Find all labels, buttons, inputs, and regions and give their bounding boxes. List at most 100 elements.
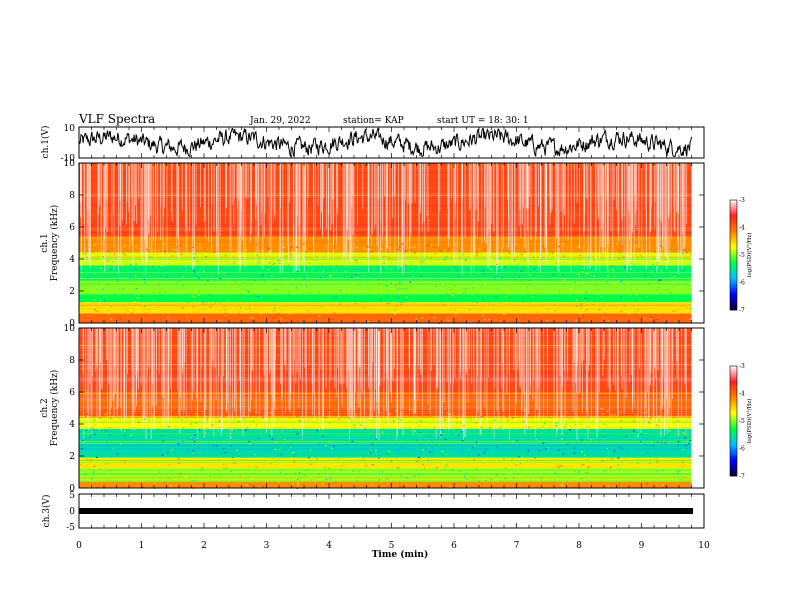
spectrogram-streak (162, 163, 164, 267)
spectrogram-speckle (669, 270, 672, 272)
spectrogram-streak (269, 328, 270, 374)
spectrogram-streak (181, 163, 183, 212)
spectrogram-streak (486, 328, 488, 426)
spectrogram-streak (602, 163, 603, 254)
spectrogram-speckle (424, 427, 426, 429)
ch1-colorbar-tick-label: -3 (739, 197, 745, 204)
spectrogram-speckle (631, 298, 633, 300)
spectrogram-speckle (107, 473, 109, 475)
spectrogram-streak (136, 328, 138, 379)
spectrogram-streak (303, 163, 305, 234)
spectrogram-streak (374, 163, 375, 229)
spectrogram-streak (388, 328, 389, 426)
spectrogram-streak (150, 328, 152, 440)
spectrogram-striation (79, 414, 692, 415)
spectrogram-streak (83, 328, 85, 439)
spectrogram-streak (630, 328, 632, 376)
spectrogram-speckle (418, 474, 420, 476)
ch1-colorbar-cell (730, 300, 737, 303)
spectrogram-speckle (111, 261, 114, 263)
spectrogram-speckle (230, 470, 233, 472)
ch2-colorbar-cell (730, 419, 737, 422)
spectrogram-speckle (383, 262, 385, 264)
spectrogram-speckle (400, 474, 402, 476)
spectrogram-streak (305, 328, 307, 414)
spectrogram-streak (601, 163, 603, 229)
spectrogram-speckle (635, 435, 638, 437)
spectrogram-streak (86, 163, 88, 210)
spectrogram-speckle (533, 257, 535, 259)
spectrogram-speckle (580, 411, 583, 413)
spectrogram-speckle (675, 312, 677, 314)
spectrogram-speckle (397, 467, 400, 469)
spectrogram-speckle (338, 321, 340, 323)
spectrogram-streak (237, 163, 239, 201)
spectrogram-speckle (410, 247, 413, 249)
spectrogram-streak (229, 163, 231, 247)
spectrogram-speckle (418, 456, 420, 458)
spectrogram-streak (106, 163, 108, 201)
spectrogram-speckle (387, 450, 390, 452)
spectrogram-speckle (617, 294, 619, 296)
spectrogram-streak (551, 163, 553, 210)
spectrogram-speckle (616, 321, 618, 323)
spectrogram-speckle (542, 426, 544, 428)
spectrogram-speckle (575, 265, 578, 267)
spectrogram-speckle (600, 408, 602, 410)
spectrogram-speckle (273, 256, 276, 258)
spectrogram-speckle (390, 268, 392, 271)
spectrogram-speckle (457, 434, 460, 436)
spectrogram-speckle (191, 306, 193, 308)
spectrogram-speckle (672, 434, 674, 436)
spectrogram-speckle (324, 466, 327, 468)
spectrogram-speckle (373, 408, 375, 411)
spectrogram-streak (493, 163, 495, 231)
ch1-colorbar-cell (730, 218, 737, 221)
spectrogram-speckle (273, 409, 276, 411)
spectrogram-speckle (270, 275, 273, 277)
spectrogram-speckle (545, 268, 548, 270)
ch2-colorbar-cell (730, 415, 737, 418)
spectrogram-speckle (609, 257, 611, 260)
spectrogram-speckle (294, 470, 296, 473)
ch2-colorbar-cell (730, 382, 737, 385)
spectrogram-streak (510, 163, 512, 253)
spectrogram-streak (100, 328, 101, 416)
spectrogram-streak (148, 328, 150, 367)
spectrogram-speckle (209, 306, 211, 308)
spectrogram-streak (590, 163, 592, 261)
spectrogram-speckle (406, 450, 408, 452)
spectrogram-speckle (355, 259, 357, 262)
spectrogram-speckle (99, 450, 101, 453)
spectrogram-speckle (562, 255, 565, 257)
spectrogram-streak (612, 163, 614, 260)
spectrogram-streak (604, 163, 606, 248)
spectrogram-speckle (238, 482, 240, 484)
spectrogram-speckle (407, 276, 410, 278)
spectrogram-streak (120, 163, 122, 264)
spectrogram-speckle (461, 439, 464, 442)
spectrogram-speckle (178, 473, 181, 475)
spectrogram-speckle (430, 314, 433, 316)
spectrogram-streak (596, 328, 598, 437)
ch2-colorbar-cell (730, 437, 737, 440)
spectrogram-speckle (298, 431, 300, 433)
spectrogram-streak (613, 328, 615, 382)
spectrogram-speckle (297, 320, 299, 322)
spectrogram-speckle (635, 468, 637, 471)
spectrogram-speckle (409, 264, 411, 267)
ch3-waveform-ylabel: ch.3(V) (41, 495, 52, 528)
spectrogram-speckle (220, 309, 222, 311)
spectrogram-streak (371, 328, 373, 421)
spectrogram-speckle (147, 481, 150, 484)
spectrogram-speckle (331, 455, 333, 458)
spectrogram-speckle (575, 408, 578, 411)
spectrogram-speckle (637, 309, 639, 311)
ch2-colorbar-cell (730, 470, 737, 473)
spectrogram-streak (439, 328, 441, 422)
spectrogram-streak (664, 328, 666, 430)
spectrogram-speckle (412, 275, 415, 277)
spectrogram-striation (79, 394, 692, 396)
spectrogram-speckle (521, 461, 523, 463)
spectrogram-speckle (475, 468, 478, 471)
